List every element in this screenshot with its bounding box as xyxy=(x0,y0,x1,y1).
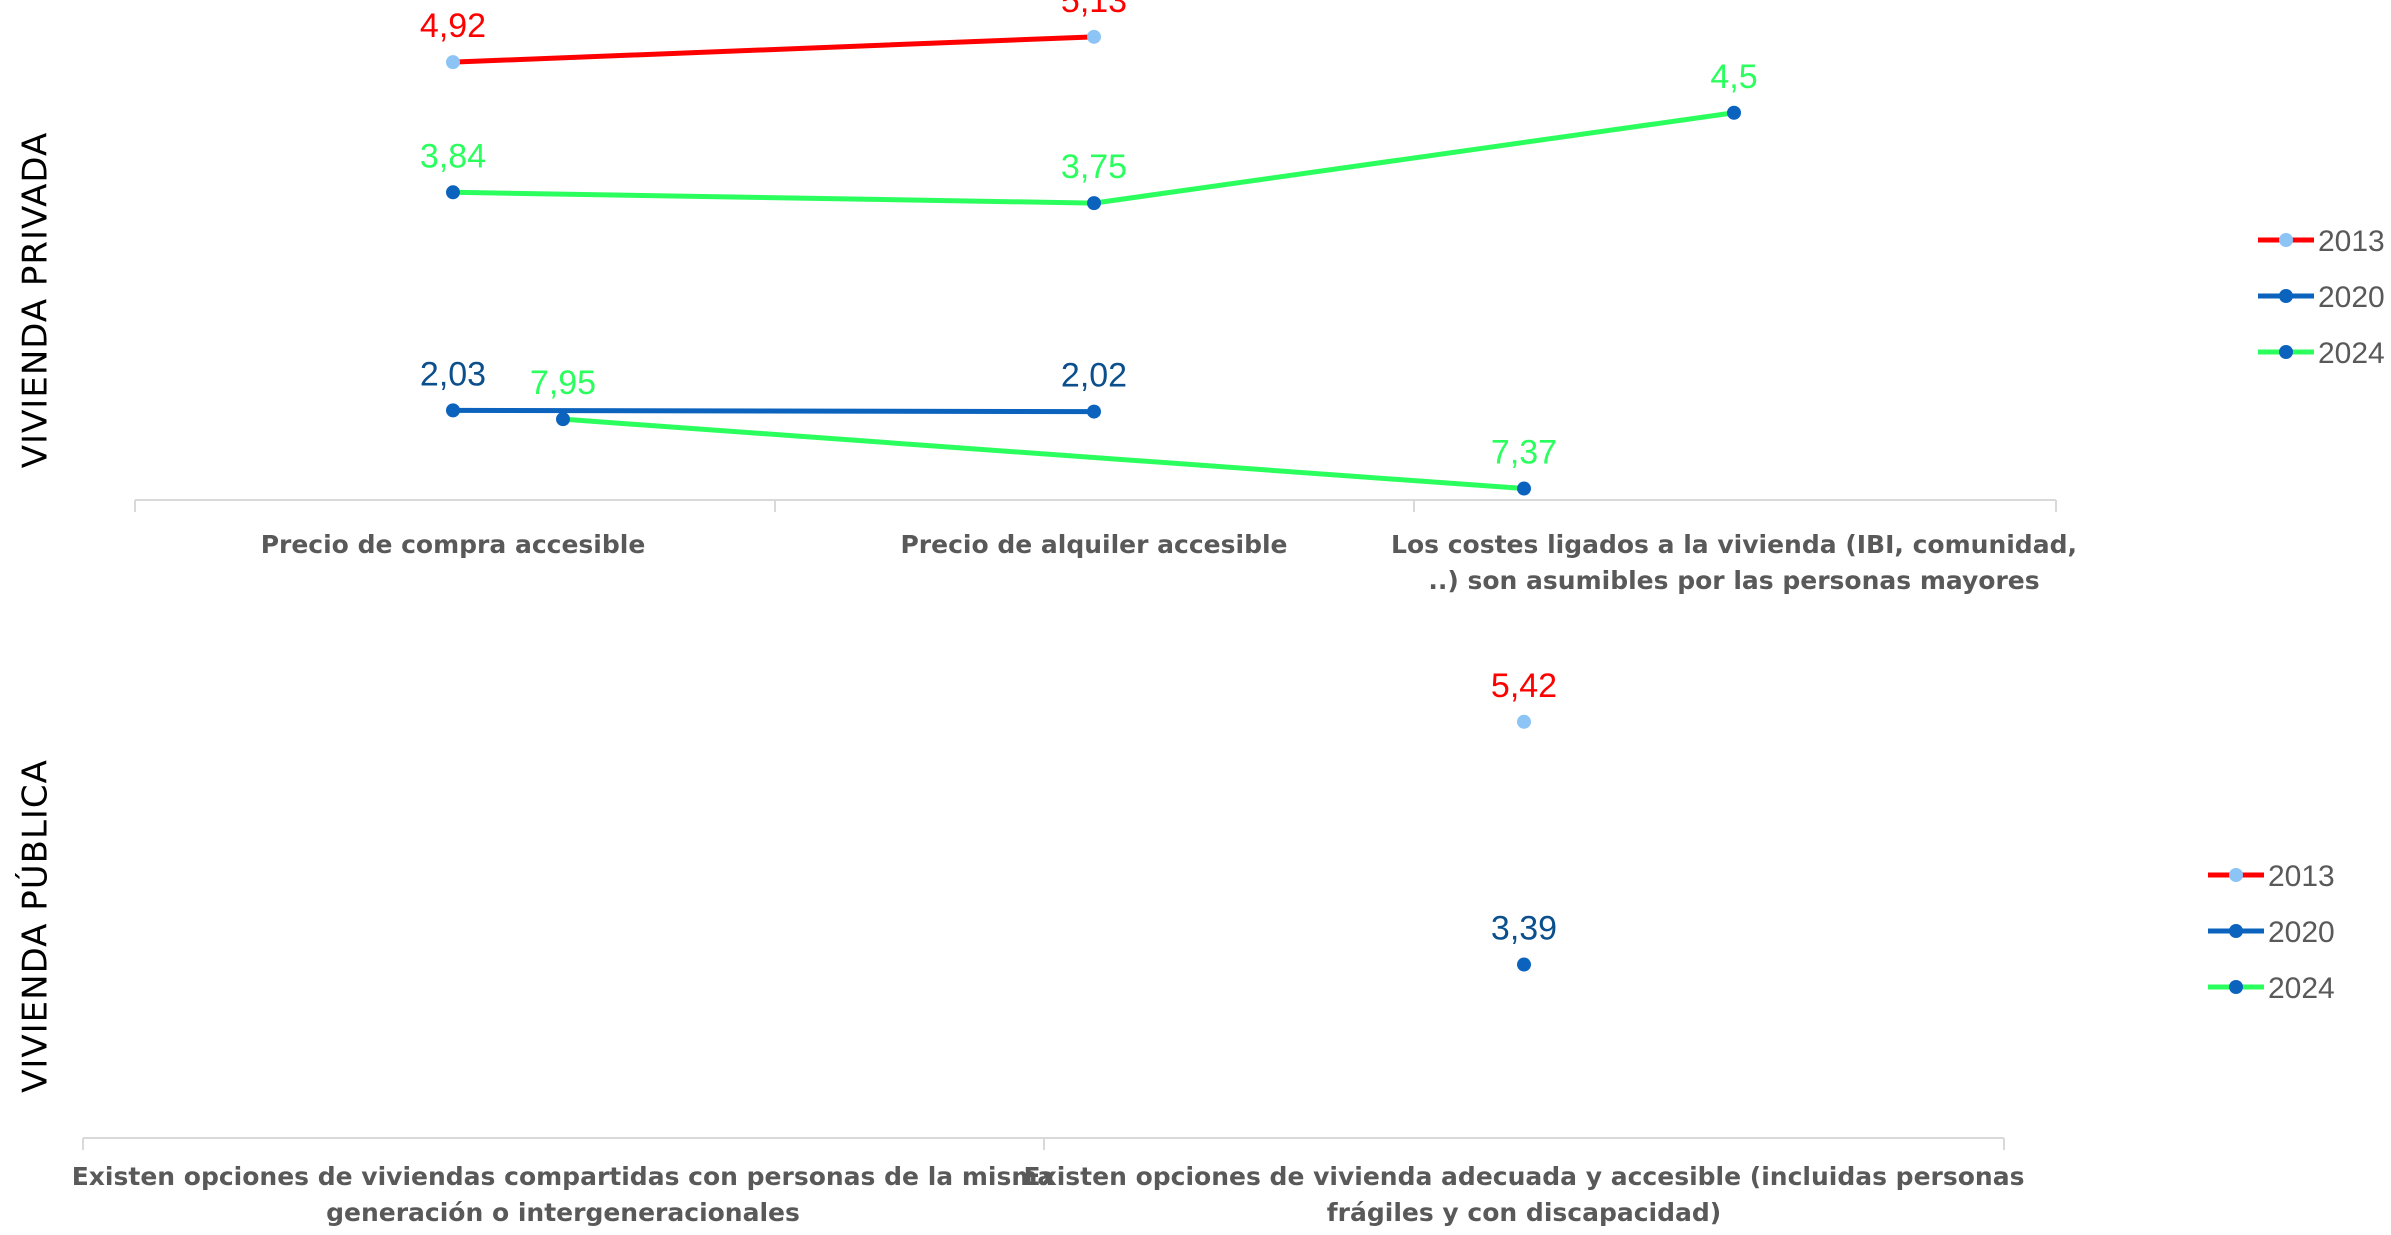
legend-label-2024: 2024 xyxy=(2268,972,2335,1005)
category-label: Existen opciones de vivienda adecuada y … xyxy=(1024,1162,2025,1191)
legend-marker-2024 xyxy=(2279,345,2293,359)
legend-label-2013: 2013 xyxy=(2268,860,2335,893)
legend-marker-2024 xyxy=(2229,980,2243,994)
series-line-2024 xyxy=(450,189,1097,206)
row-label: VIVIENDA PRIVADA xyxy=(16,132,56,468)
legend-label-2013: 2013 xyxy=(2318,225,2385,258)
series-line-2024 xyxy=(560,416,1527,492)
category-label: Precio de compra accesible xyxy=(261,530,646,559)
data-point-2013 xyxy=(1087,29,1101,44)
series-line-2024 xyxy=(1091,110,1737,206)
data-point-2013 xyxy=(1517,714,1531,729)
data-point-2020 xyxy=(446,403,460,418)
data-point-2024 xyxy=(1517,481,1531,496)
legend-marker-2020 xyxy=(2279,289,2293,303)
series-line-2013 xyxy=(450,34,1097,65)
category-label: generación o intergeneracionales xyxy=(326,1198,800,1227)
data-label-2020: 2,02 xyxy=(1061,357,1127,395)
category-label: Precio de alquiler accesible xyxy=(900,530,1287,559)
data-label-2024: 3,75 xyxy=(1061,148,1127,186)
data-point-2013 xyxy=(446,55,460,70)
data-label-2013: 5,13 xyxy=(1061,0,1127,20)
data-point-2020 xyxy=(1087,404,1101,419)
data-point-2024 xyxy=(556,412,570,427)
row-label: VIVIENDA PÚBLICA xyxy=(15,759,56,1093)
data-label-2013: 5,42 xyxy=(1491,667,1557,705)
data-point-2024 xyxy=(1727,105,1741,120)
data-point-2024 xyxy=(1087,196,1101,211)
legend-marker-2020 xyxy=(2229,924,2243,938)
category-label: Los costes ligados a la vivienda (IBI, c… xyxy=(1391,530,2077,559)
data-point-2020 xyxy=(1517,957,1531,972)
category-label: Existen opciones de viviendas compartida… xyxy=(72,1162,1055,1191)
data-point-2024 xyxy=(446,185,460,200)
legend-marker-2013 xyxy=(2229,868,2243,882)
data-label-2024: 7,95 xyxy=(530,364,596,402)
data-label-2024: 7,37 xyxy=(1491,434,1557,472)
data-label-2024: 3,84 xyxy=(420,137,486,175)
data-label-2013: 4,92 xyxy=(420,7,486,45)
legend-label-2024: 2024 xyxy=(2318,337,2385,370)
category-label: frágiles y con discapacidad) xyxy=(1327,1198,1721,1227)
legend-label-2020: 2020 xyxy=(2268,916,2335,949)
data-label-2024: 4,5 xyxy=(1710,58,1757,96)
legend-label-2020: 2020 xyxy=(2318,281,2385,314)
category-label: ..) son asumibles por las personas mayor… xyxy=(1428,566,2039,595)
series-line-2020 xyxy=(450,407,1097,415)
legend-marker-2013 xyxy=(2279,233,2293,247)
data-label-2020: 2,03 xyxy=(420,355,486,393)
data-label-2020: 3,39 xyxy=(1491,910,1557,948)
